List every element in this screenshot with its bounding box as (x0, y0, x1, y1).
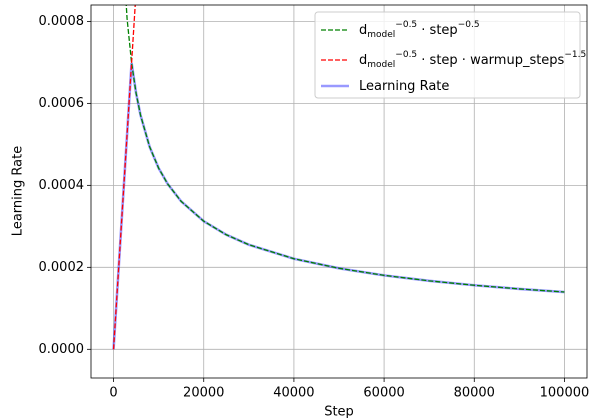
legend-label-part: d (359, 53, 367, 68)
x-axis-label: Step (324, 405, 354, 418)
legend-label-part: −0.5 (395, 20, 417, 30)
legend-label-part: −0.5 (395, 50, 417, 60)
x-tick-label: 80000 (454, 386, 495, 401)
y-tick-label: 0.0004 (39, 178, 85, 193)
x-tick-label: 100000 (540, 386, 590, 401)
legend-label-part: −1.5 (564, 50, 586, 60)
y-tick-label: 0.0000 (39, 342, 85, 357)
legend-label: dmodel−0.5 · step−0.5 (359, 20, 480, 40)
legend-label-part: model (367, 30, 395, 40)
legend-label: Learning Rate (359, 79, 449, 94)
y-axis-label: Learning Rate (11, 146, 26, 236)
x-tick-label: 0 (109, 386, 117, 401)
legend-label: dmodel−0.5 · step · warmup_steps−1.5 (359, 50, 586, 70)
legend-label-part: d (359, 23, 367, 38)
line-series (112, 5, 136, 350)
line-series (112, 62, 565, 350)
legend-box (314, 11, 581, 99)
y-tick-label: 0.0002 (39, 260, 85, 275)
x-tick-label: 20000 (183, 386, 224, 401)
legend-label-part: −0.5 (458, 20, 480, 30)
plot-frame (90, 4, 588, 379)
x-tick-label: 40000 (273, 386, 314, 401)
y-tick-label: 0.0006 (39, 96, 85, 111)
legend-label-part: · step · warmup_steps (417, 53, 564, 68)
legend-label-part: · step (417, 23, 458, 38)
y-tick-label: 0.0008 (39, 14, 85, 29)
legend-label-part: Learning Rate (359, 79, 449, 94)
legend-label-part: model (367, 60, 395, 70)
line-series (125, 5, 565, 293)
x-tick-label: 60000 (363, 386, 404, 401)
